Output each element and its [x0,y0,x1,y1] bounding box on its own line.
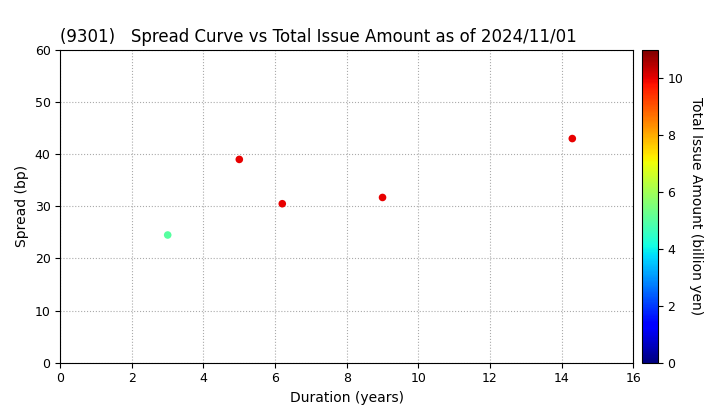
X-axis label: Duration (years): Duration (years) [289,391,404,405]
Point [567,135,578,142]
Point [162,232,174,239]
Y-axis label: Total Issue Amount (billion yen): Total Issue Amount (billion yen) [689,97,703,315]
Point [233,156,245,163]
Text: (9301)   Spread Curve vs Total Issue Amount as of 2024/11/01: (9301) Spread Curve vs Total Issue Amoun… [60,28,577,46]
Point [276,200,288,207]
Point [377,194,388,201]
Y-axis label: Spread (bp): Spread (bp) [15,165,29,247]
